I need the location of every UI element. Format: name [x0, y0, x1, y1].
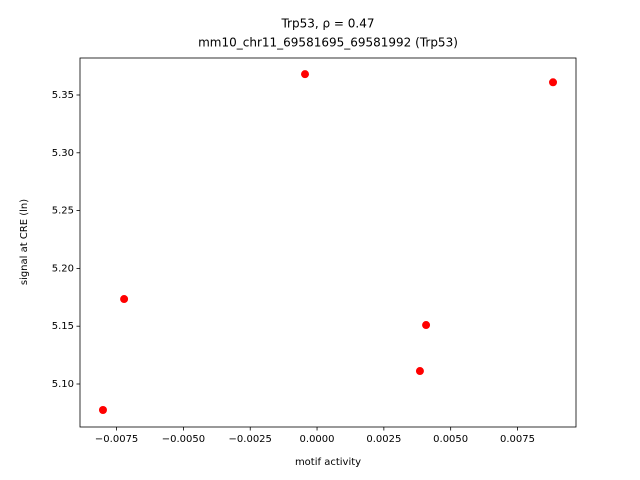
point [549, 78, 558, 87]
y-tick-label: 5.25 [52, 206, 74, 217]
point [422, 321, 431, 330]
x-tick-label: −0.0025 [229, 434, 272, 445]
x-tick-label: 0.0050 [433, 434, 468, 445]
x-tick-label: 0.0025 [366, 434, 401, 445]
y-tick-label: 5.20 [52, 263, 74, 274]
y-tick-label: 5.30 [52, 148, 74, 159]
x-tick-label: −0.0050 [162, 434, 205, 445]
point [98, 406, 107, 415]
point [120, 295, 129, 304]
y-axis-label: signal at CRE (ln) [19, 199, 30, 285]
x-tick-label: 0.0000 [300, 434, 335, 445]
y-tick-label: 5.15 [52, 321, 74, 332]
x-tick-label: −0.0075 [95, 434, 138, 445]
point [415, 367, 424, 376]
point [301, 70, 310, 79]
x-tick-label: 0.0075 [500, 434, 535, 445]
y-tick-label: 5.10 [52, 379, 74, 390]
plot-frame [79, 57, 577, 428]
x-axis-label: motif activity [295, 457, 361, 468]
chart-subtitle: mm10_chr11_69581695_69581992 (Trp53) [198, 36, 458, 50]
chart-title: Trp53, ρ = 0.47 [280, 17, 374, 31]
y-tick-label: 5.35 [52, 90, 74, 101]
